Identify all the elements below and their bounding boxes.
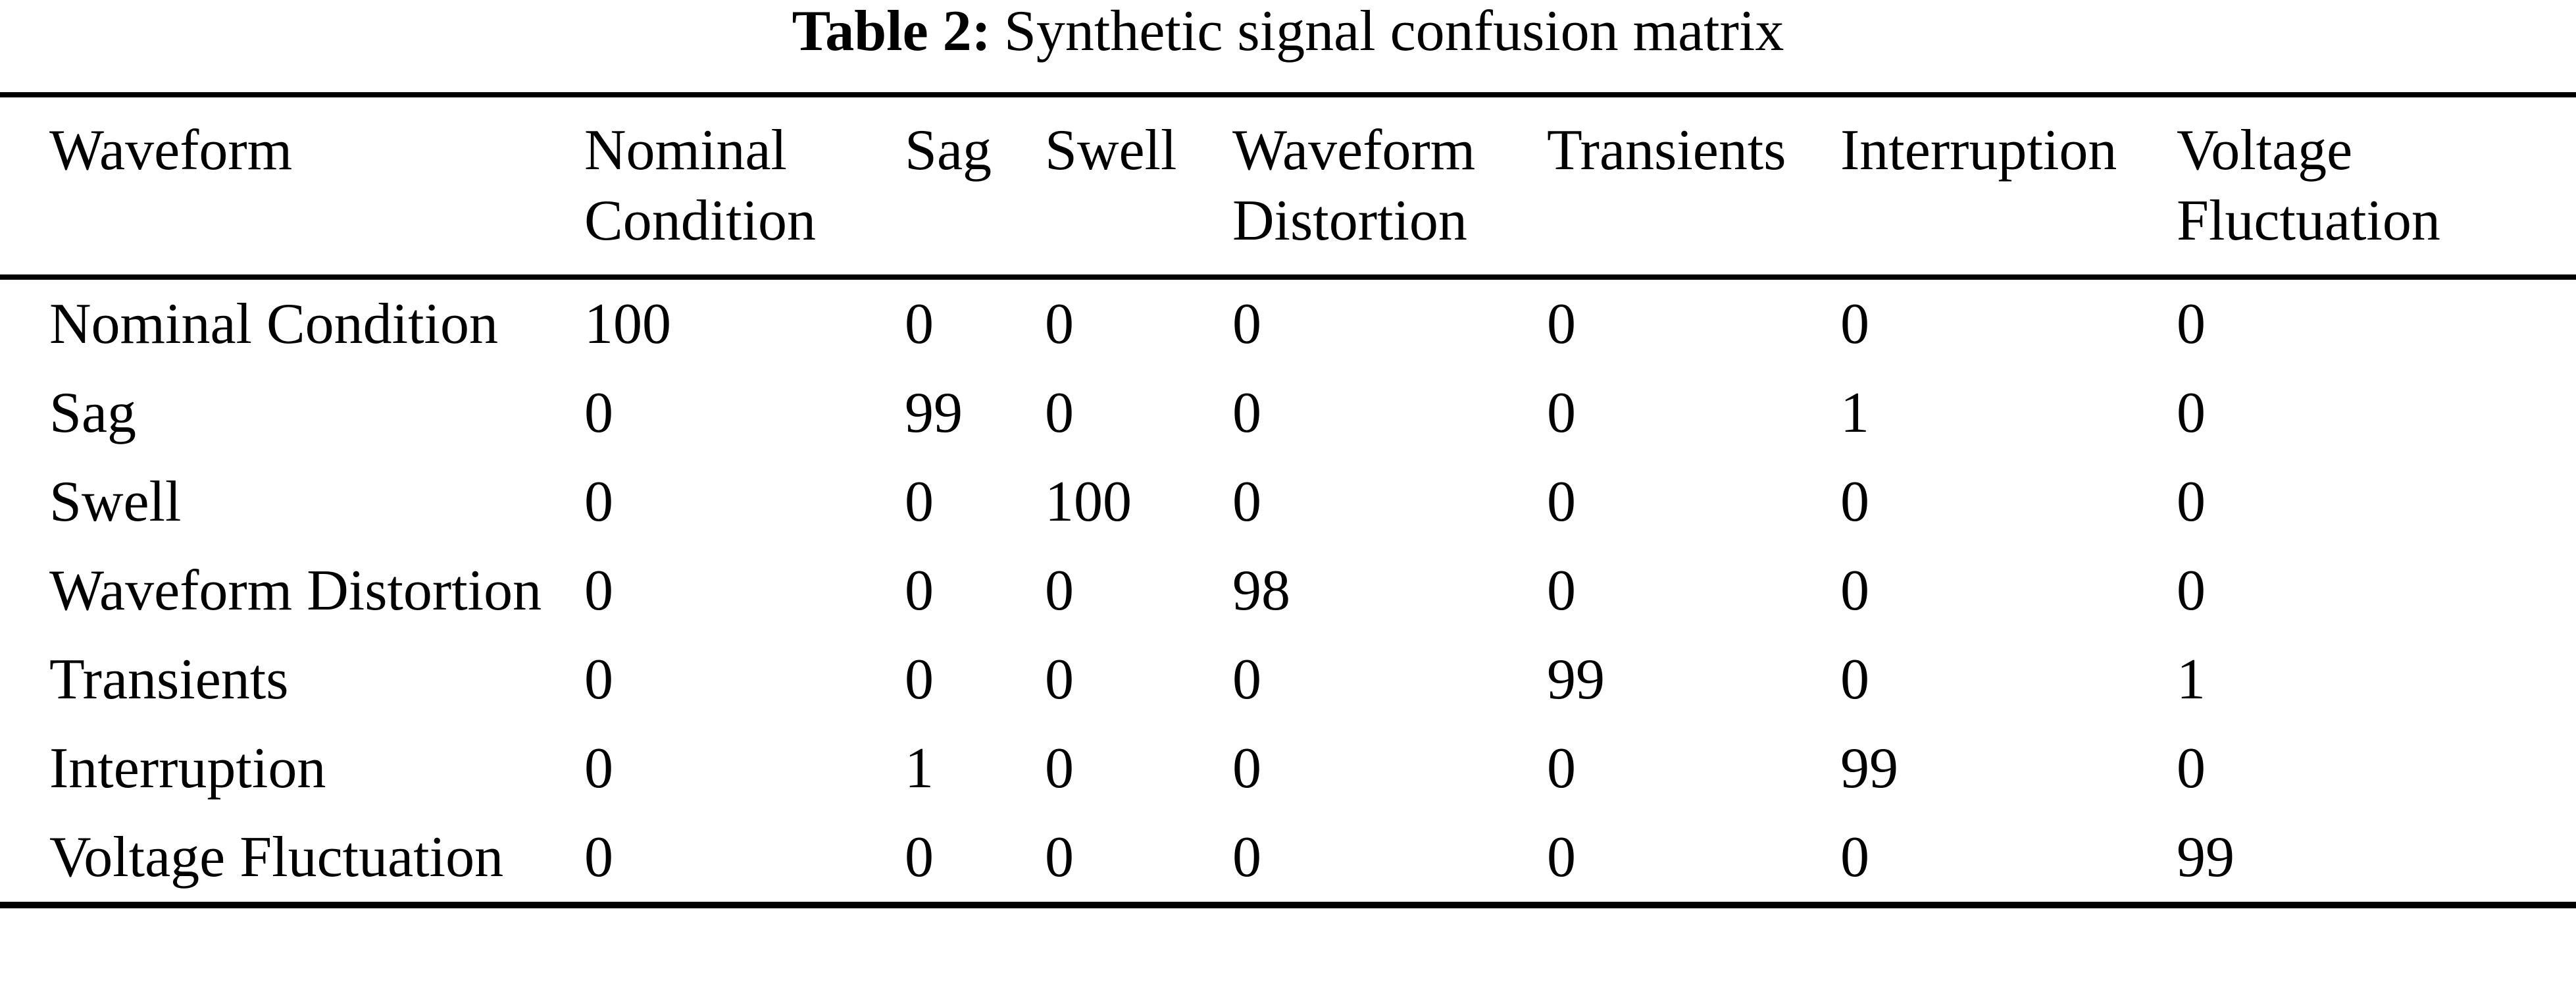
table-caption-text: Synthetic signal confusion matrix <box>1003 0 1784 63</box>
matrix-cell: 99 <box>2177 825 2235 889</box>
row-label: Voltage Fluctuation <box>49 825 504 889</box>
matrix-cell: 0 <box>2177 470 2206 534</box>
matrix-cell: 0 <box>584 648 613 712</box>
row-label: Transients <box>49 648 289 712</box>
matrix-cell: 0 <box>905 648 934 712</box>
matrix-cell: 0 <box>584 559 613 623</box>
column-header-voltage-fluctuation: Voltage Fluctuation <box>2177 95 2576 280</box>
matrix-cell: 99 <box>1547 648 1605 712</box>
matrix-cell: 0 <box>1045 825 1074 889</box>
matrix-cell: 0 <box>1045 737 1074 800</box>
matrix-cell: 0 <box>1045 381 1074 445</box>
row-label: Sag <box>49 381 136 445</box>
matrix-cell: 1 <box>1840 381 1869 445</box>
table-header: Waveform Nominal Condition Sag Swell Wav… <box>0 95 2576 280</box>
column-header-nominal-condition: Nominal Condition <box>584 95 905 280</box>
matrix-cell: 0 <box>2177 559 2206 623</box>
matrix-cell: 0 <box>584 825 613 889</box>
row-label: Nominal Condition <box>49 292 498 356</box>
matrix-cell: 0 <box>1547 470 1576 534</box>
column-header-transients: Transients <box>1547 95 1840 280</box>
column-header-interruption: Interruption <box>1840 95 2177 280</box>
matrix-cell: 99 <box>905 381 963 445</box>
matrix-cell: 0 <box>1547 737 1576 800</box>
column-header-waveform-distortion: Waveform Distortion <box>1232 95 1547 280</box>
matrix-cell: 1 <box>905 737 934 800</box>
matrix-cell: 0 <box>1840 470 1869 534</box>
matrix-cell: 0 <box>1232 825 1261 889</box>
matrix-cell: 0 <box>2177 292 2206 356</box>
matrix-cell: 0 <box>1840 825 1869 889</box>
matrix-cell: 0 <box>584 470 613 534</box>
matrix-cell: 0 <box>1232 292 1261 356</box>
matrix-cell: 0 <box>905 825 934 889</box>
matrix-cell: 0 <box>584 381 613 445</box>
table-caption-label: Table 2: <box>792 0 991 63</box>
table-row: Transients 0 0 0 0 99 0 1 <box>0 635 2576 724</box>
table-row: Nominal Condition 100 0 0 0 0 0 0 <box>0 277 2576 369</box>
row-label: Interruption <box>49 737 326 800</box>
matrix-cell: 98 <box>1232 559 1290 623</box>
matrix-cell: 0 <box>1840 292 1869 356</box>
matrix-cell: 99 <box>1840 737 1898 800</box>
matrix-cell: 0 <box>1232 648 1261 712</box>
row-label: Waveform Distortion <box>49 559 542 623</box>
matrix-cell: 0 <box>1547 381 1576 445</box>
table-row: Swell 0 0 100 0 0 0 0 <box>0 457 2576 546</box>
confusion-matrix-table: Waveform Nominal Condition Sag Swell Wav… <box>0 92 2576 908</box>
matrix-cell: 0 <box>1547 825 1576 889</box>
table-body: Nominal Condition 100 0 0 0 0 0 0 Sag 0 … <box>0 277 2576 905</box>
column-header-waveform: Waveform <box>0 95 584 280</box>
table-row: Sag 0 99 0 0 0 1 0 <box>0 369 2576 457</box>
matrix-cell: 0 <box>905 292 934 356</box>
matrix-cell: 0 <box>1547 292 1576 356</box>
matrix-cell: 0 <box>1045 292 1074 356</box>
matrix-cell: 0 <box>1232 737 1261 800</box>
matrix-cell: 0 <box>905 470 934 534</box>
matrix-cell: 0 <box>905 559 934 623</box>
matrix-cell: 0 <box>1840 559 1869 623</box>
matrix-cell: 0 <box>1547 559 1576 623</box>
table-row: Interruption 0 1 0 0 0 99 0 <box>0 724 2576 813</box>
matrix-cell: 0 <box>1045 559 1074 623</box>
matrix-cell: 0 <box>2177 381 2206 445</box>
matrix-cell: 0 <box>1840 648 1869 712</box>
row-label: Swell <box>49 470 182 534</box>
column-header-sag: Sag <box>905 95 1045 280</box>
matrix-cell: 0 <box>1232 470 1261 534</box>
matrix-cell: 1 <box>2177 648 2206 712</box>
matrix-cell: 0 <box>1232 381 1261 445</box>
column-header-swell: Swell <box>1045 95 1232 280</box>
matrix-cell: 100 <box>584 292 671 356</box>
header-row: Waveform Nominal Condition Sag Swell Wav… <box>0 95 2576 280</box>
matrix-cell: 0 <box>2177 737 2206 800</box>
matrix-cell: 0 <box>584 737 613 800</box>
table-row: Voltage Fluctuation 0 0 0 0 0 0 99 <box>0 813 2576 905</box>
matrix-cell: 0 <box>1045 648 1074 712</box>
table-row: Waveform Distortion 0 0 0 98 0 0 0 <box>0 546 2576 635</box>
matrix-cell: 100 <box>1045 470 1132 534</box>
table-caption: Table 2: Synthetic signal confusion matri… <box>0 0 2576 66</box>
